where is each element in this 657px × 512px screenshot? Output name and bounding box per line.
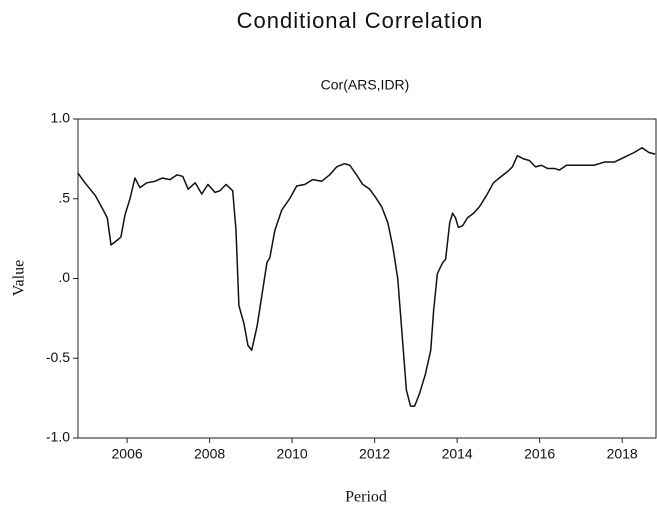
x-tick-label: 2010 — [277, 446, 308, 462]
x-tick-label: 2006 — [112, 446, 143, 462]
plot-frame — [77, 118, 657, 439]
y-tick-label: .5 — [58, 189, 70, 205]
x-tick-label: 2014 — [442, 446, 473, 462]
chart-title: Conditional Correlation — [237, 8, 484, 33]
y-tick-label: 1.0 — [51, 110, 71, 126]
y-axis-label: Value — [11, 260, 28, 296]
chart-subtitle: Cor(ARS,IDR) — [321, 77, 410, 93]
x-axis-label: Period — [345, 489, 387, 506]
x-tick-label: 2016 — [524, 446, 555, 462]
series-line — [77, 146, 656, 407]
x-tick-label: 2012 — [359, 446, 390, 462]
y-tick-label: -1.0 — [46, 429, 70, 445]
y-tick-label: -0.5 — [46, 349, 70, 365]
x-tick-label: 2008 — [194, 446, 225, 462]
x-tick-label: 2018 — [607, 446, 638, 462]
y-tick-label: .0 — [58, 269, 70, 285]
